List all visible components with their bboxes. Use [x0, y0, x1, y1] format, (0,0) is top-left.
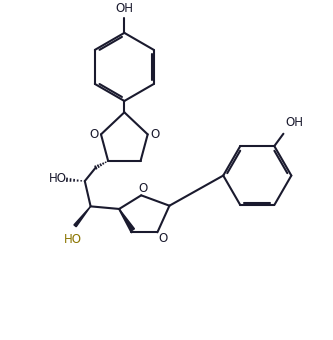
Polygon shape: [119, 209, 135, 231]
Text: O: O: [159, 232, 168, 245]
Text: HO: HO: [64, 233, 82, 246]
Text: OH: OH: [115, 2, 133, 15]
Text: HO: HO: [49, 172, 67, 185]
Text: O: O: [89, 128, 99, 141]
Text: OH: OH: [286, 116, 304, 129]
Polygon shape: [74, 206, 91, 227]
Text: O: O: [138, 182, 148, 195]
Text: O: O: [150, 128, 160, 141]
